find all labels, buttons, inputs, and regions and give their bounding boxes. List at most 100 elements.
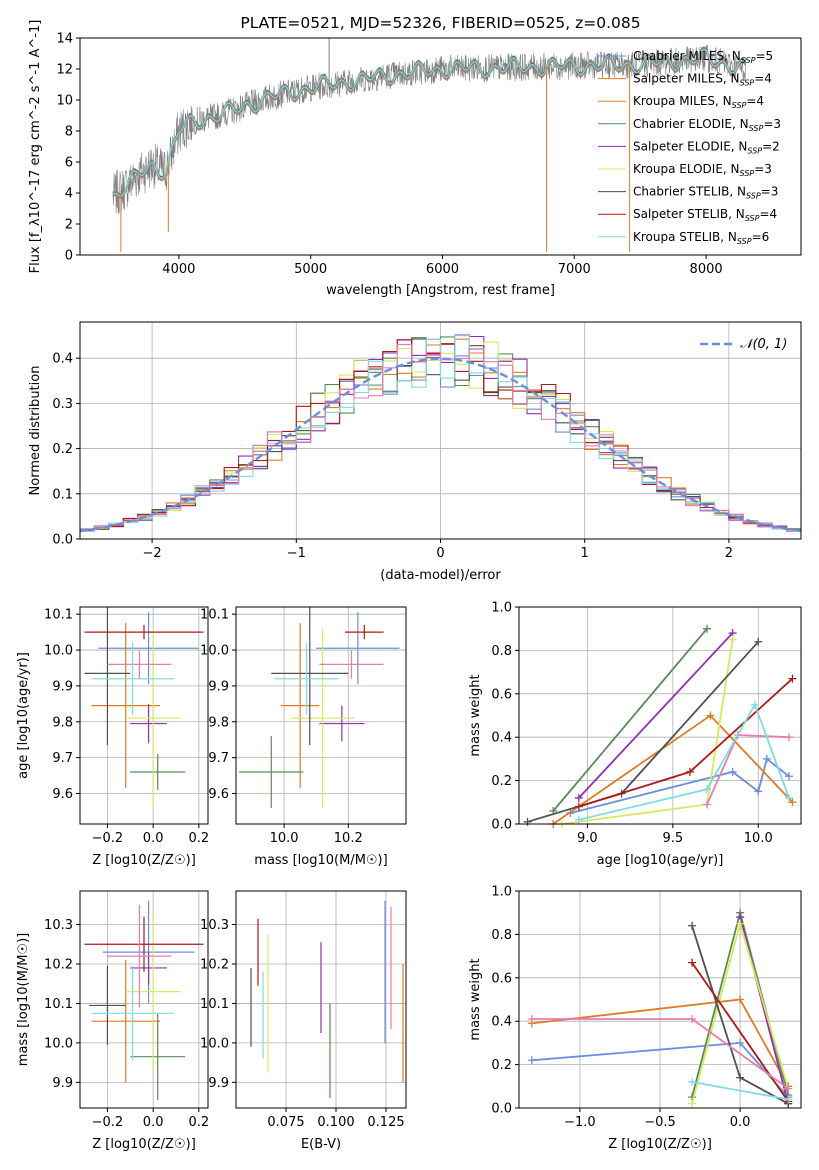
errorbar-point xyxy=(345,624,384,640)
x-tick-label: 0.075 xyxy=(267,1115,304,1130)
x-axis-label: (data-model)/error xyxy=(380,568,501,583)
y-tick-label: 0.2 xyxy=(52,442,73,457)
y-tick-label: 10.3 xyxy=(200,918,229,933)
y-tick-label: 9.9 xyxy=(208,679,229,694)
legend-entry: Chabrier STELIB, NSSP=3 xyxy=(633,185,778,201)
age-vs-mass-panel: 10.0 10.2 9.6 9.7 9.8 9.9 10.0 10.1 mass [log10(… xyxy=(200,606,407,868)
y-tick-label: 0.0 xyxy=(52,533,73,548)
y-tick-label: 10.2 xyxy=(200,957,229,972)
x-tick-label: −2 xyxy=(143,546,162,561)
errorbar-point xyxy=(91,642,174,715)
errorbar-point xyxy=(84,624,204,640)
data-point-marker xyxy=(574,802,583,811)
x-tick-label: −0.5 xyxy=(644,1115,676,1130)
data-point-marker xyxy=(706,711,715,720)
y-tick-label: 6 xyxy=(65,156,73,171)
errorbar-area xyxy=(84,900,204,1101)
y-tick-label: 9.8 xyxy=(52,715,73,730)
data-point-marker xyxy=(754,787,763,796)
errorbar-point xyxy=(125,912,181,1071)
y-tick-label: 0.0 xyxy=(491,818,512,833)
y-tick-label: 0.2 xyxy=(491,774,512,789)
y-tick-label: 10.3 xyxy=(44,918,73,933)
y-axis-label: mass [log10(M/M☉)] xyxy=(16,933,31,1066)
x-tick-label: 9.5 xyxy=(662,831,683,846)
data-point-marker xyxy=(688,1015,697,1024)
data-point-marker xyxy=(762,754,771,763)
data-point-marker xyxy=(736,1038,745,1047)
data-point-marker xyxy=(703,785,711,794)
y-tick-label: 4 xyxy=(65,187,73,202)
x-tick-label: 9.0 xyxy=(577,831,598,846)
axes-frame xyxy=(79,890,209,1109)
data-point-marker xyxy=(736,919,745,928)
y-tick-label: 0.4 xyxy=(52,352,73,367)
x-axis-label: E(B-V) xyxy=(301,1137,341,1152)
data-point-marker xyxy=(527,1056,536,1065)
errorbar-point xyxy=(125,628,181,808)
y-tick-label: 9.6 xyxy=(208,787,229,802)
x-tick-label: 0.125 xyxy=(367,1115,404,1130)
legend: Chabrier MILES, NSSP=5 Salpeter MILES, NS… xyxy=(598,49,781,246)
data-point-marker xyxy=(784,1084,793,1093)
errorbar-area xyxy=(239,607,400,808)
data-point-marker xyxy=(785,793,794,802)
data-point-marker xyxy=(754,637,763,646)
y-tick-label: 12 xyxy=(56,63,73,78)
y-tick-label: 0.8 xyxy=(491,928,512,943)
series-path xyxy=(739,916,790,1104)
y-tick-label: 2 xyxy=(65,218,73,233)
data-point-marker xyxy=(728,635,737,644)
x-axis-label: Z [log10(Z/Z☉)] xyxy=(608,1137,712,1152)
x-tick-label: 6000 xyxy=(426,262,459,277)
y-tick-label: 9.7 xyxy=(52,751,73,766)
legend-entry: Salpeter STELIB, NSSP=4 xyxy=(633,207,777,223)
y-tick-label: 0.0 xyxy=(491,1102,512,1117)
y-tick-label: 10.0 xyxy=(200,644,229,659)
data-point-marker xyxy=(788,798,797,807)
y-tick-label: 9.7 xyxy=(208,751,229,766)
x-tick-label: 5000 xyxy=(294,262,327,277)
x-axis-label: mass [log10(M/M☉)] xyxy=(254,853,387,868)
legend-entry: Kroupa STELIB, NSSP=6 xyxy=(633,230,769,246)
chart-title: PLATE=0521, MJD=52326, FIBERID=0525, z=0… xyxy=(240,14,640,32)
x-axis-label: Z [log10(Z/Z☉)] xyxy=(92,1137,196,1152)
errorbar-point xyxy=(84,607,131,746)
series-path xyxy=(570,757,790,814)
model-spectrum-line xyxy=(112,46,746,194)
errorbar-point xyxy=(107,904,172,1008)
x-tick-label: 0.0 xyxy=(143,831,164,846)
x-tick-label: 8000 xyxy=(690,262,723,277)
errorbar-point xyxy=(239,736,304,808)
x-tick-label: 0.2 xyxy=(189,831,210,846)
errorbar-point xyxy=(280,623,320,789)
y-tick-label: 0.4 xyxy=(491,731,512,746)
legend-entry: Kroupa ELODIE, NSSP=3 xyxy=(633,162,772,178)
spectrum-panel: 4000 5000 6000 7000 8000 0 2 4 6 8 10 12 14 PLATE=052… xyxy=(28,14,802,298)
errorbar-point xyxy=(316,612,400,685)
data-point-marker xyxy=(523,817,532,826)
legend-entry: Chabrier ELODIE, NSSP=3 xyxy=(633,117,781,133)
data-point-marker xyxy=(736,1073,745,1082)
y-axis-label: mass weight xyxy=(468,958,483,1040)
x-tick-label: 2 xyxy=(725,546,733,561)
y-tick-label: 0.3 xyxy=(52,397,73,412)
y-axis-label: Flux [f_λ10^-17 erg cm^-2 s^-1 A^-1] xyxy=(28,20,43,274)
errorbar-point xyxy=(91,960,160,1083)
x-tick-label: 10.2 xyxy=(334,831,363,846)
data-point-marker xyxy=(736,995,745,1004)
data-point-marker xyxy=(685,767,694,776)
series-line xyxy=(527,1015,793,1093)
errorbar-point xyxy=(130,952,167,984)
y-tick-label: 10.1 xyxy=(200,608,229,623)
data-point-marker xyxy=(688,1077,697,1086)
axes-frame xyxy=(79,37,802,256)
y-tick-label: 0.8 xyxy=(491,644,512,659)
y-tick-label: 9.9 xyxy=(208,1076,229,1091)
y-tick-label: 10 xyxy=(56,94,73,109)
y-tick-label: 0.1 xyxy=(52,487,73,502)
y-tick-label: 8 xyxy=(65,125,73,140)
spectrum-plot-area xyxy=(112,38,747,252)
data-point-marker xyxy=(688,1099,697,1108)
axes-frame xyxy=(235,890,407,1109)
